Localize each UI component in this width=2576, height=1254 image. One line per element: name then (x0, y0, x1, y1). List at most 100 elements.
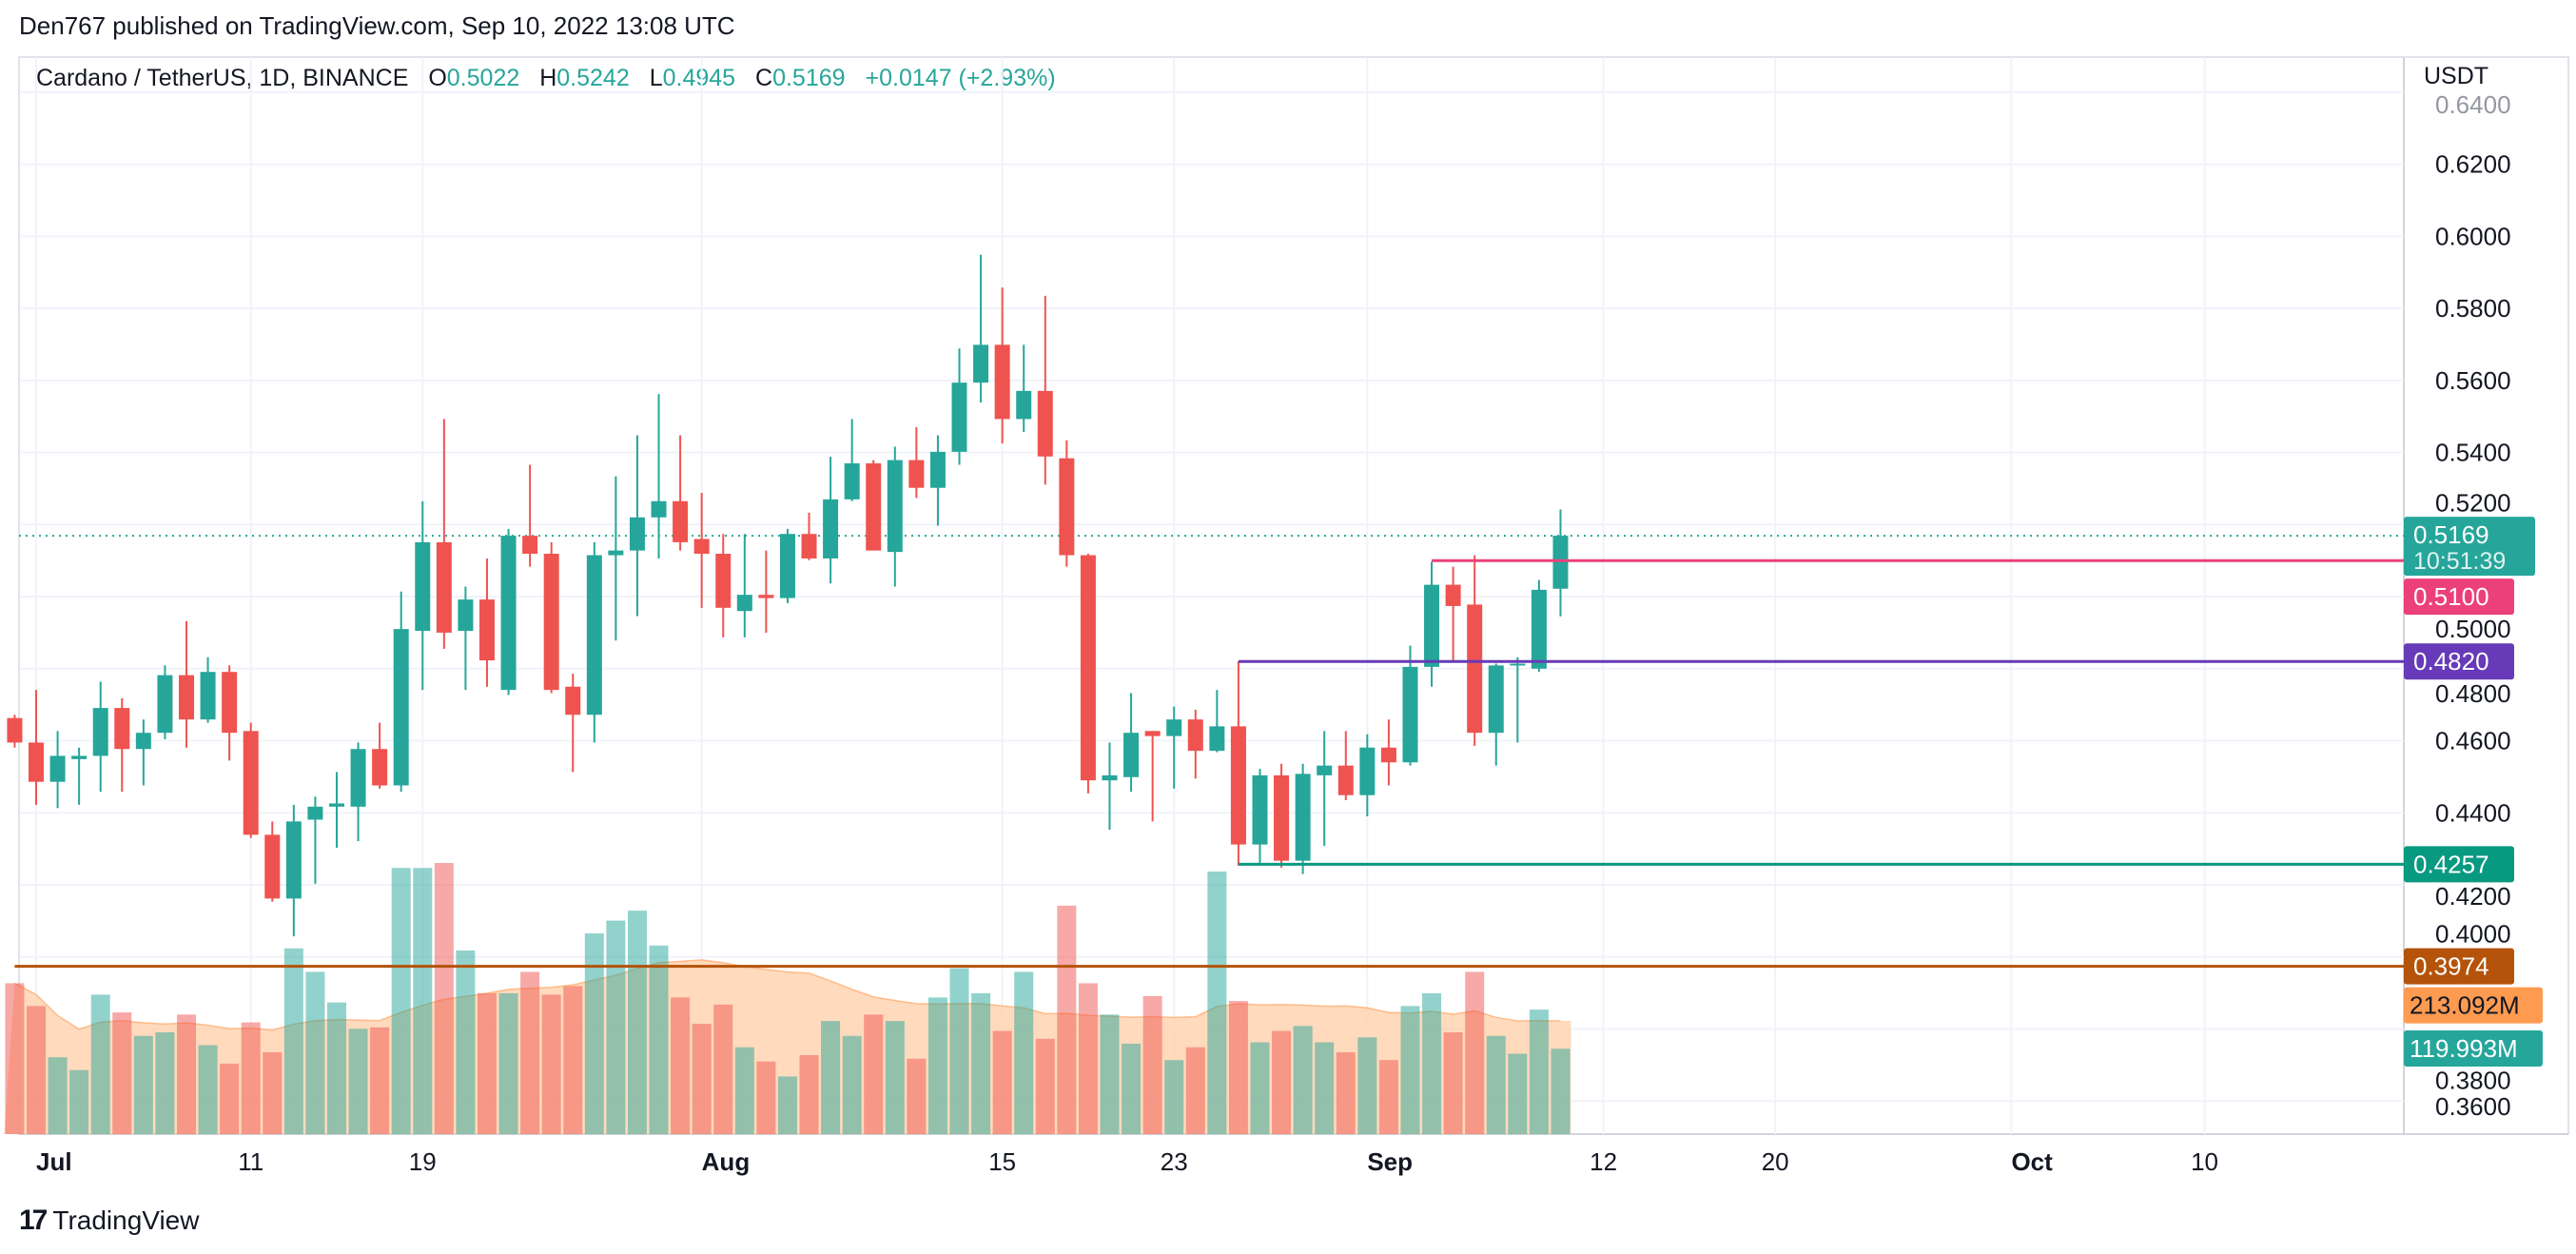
volume-bar (69, 1069, 89, 1134)
volume-bar (348, 1029, 368, 1134)
volume-bar (907, 1058, 927, 1134)
candle-body (1037, 390, 1053, 457)
volume-bar (799, 1054, 819, 1134)
y-tick-label: 0.5400 (2435, 439, 2511, 467)
volume-bar (1078, 983, 1098, 1134)
y-tick-label: 0.6200 (2435, 150, 2511, 179)
volume-bar (198, 1045, 218, 1134)
y-tick-label: 0.5000 (2435, 615, 2511, 643)
candle-body (1467, 604, 1483, 734)
candle-body (157, 675, 173, 734)
y-tick-label: 0.5800 (2435, 294, 2511, 323)
close-label: C (755, 65, 773, 91)
last-price-label-box (2404, 517, 2535, 577)
candle-body (887, 460, 903, 553)
candle-body (135, 733, 151, 750)
volume-bar (1164, 1060, 1184, 1134)
volume-bar (391, 868, 411, 1134)
candle-body (1531, 589, 1547, 669)
open-value: 0.5022 (446, 65, 520, 91)
price-label: 0.4257 (2413, 850, 2489, 878)
change-value: +0.0147 (+2.93%) (865, 65, 1056, 91)
x-tick-label: 23 (1161, 1147, 1188, 1176)
volume-bar (283, 948, 303, 1134)
candle-body (1552, 536, 1569, 589)
volume-bar (671, 997, 691, 1134)
candle-body (929, 451, 946, 488)
volume-bar (885, 1021, 905, 1134)
candle-body (7, 717, 23, 743)
volume-bar (1057, 905, 1077, 1134)
candle-body (758, 595, 774, 598)
footer: 17 TradingView (19, 1205, 199, 1237)
x-tick-label: 20 (1762, 1147, 1789, 1176)
y-tick-label: 0.6000 (2435, 222, 2511, 250)
x-tick-label: 12 (1590, 1147, 1617, 1176)
volume-bar (176, 1014, 196, 1134)
y-tick-label: 0.4800 (2435, 679, 2511, 708)
volume-bar (1207, 871, 1227, 1134)
volume-bar (1035, 1038, 1055, 1134)
volume-bar (305, 971, 325, 1134)
volume-bar (627, 911, 647, 1134)
price-label: 0.4820 (2413, 647, 2489, 676)
candle-body (222, 672, 238, 734)
candle-body (1380, 747, 1396, 763)
volume-bar (713, 1004, 733, 1134)
y-tick-label: 0.4000 (2435, 920, 2511, 949)
candle-body (866, 462, 882, 551)
candle-body (1402, 666, 1418, 763)
candle-body (1144, 731, 1161, 736)
candle-body (522, 536, 538, 555)
volume-last-label: 119.993M (2410, 1034, 2518, 1063)
price-label-box (2404, 578, 2514, 616)
x-tick-label: 11 (238, 1147, 263, 1176)
y-tick-label: 0.4200 (2435, 882, 2511, 911)
candle-body (307, 806, 323, 820)
volume-bar (864, 1014, 884, 1134)
candle-body (1274, 774, 1290, 861)
candle-body (264, 834, 281, 899)
volume-bar (1400, 1006, 1420, 1134)
volume-bar (1250, 1042, 1270, 1134)
y-tick-label: 0.6400 (2435, 90, 2511, 119)
price-label: 0.5100 (2413, 582, 2489, 611)
candle-body (973, 344, 989, 383)
volume-bar (1357, 1037, 1377, 1134)
candle-body (844, 462, 860, 500)
candle-body (1295, 774, 1311, 861)
candle-body (1123, 733, 1140, 777)
volume-bar (263, 1051, 283, 1134)
volume-bar (563, 986, 583, 1134)
y-tick-label: 0.4400 (2435, 798, 2511, 827)
volume-ma-label: 213.092M (2410, 991, 2520, 1020)
candle-body (114, 708, 130, 750)
price-label-box (2404, 948, 2514, 985)
candle-body (1359, 747, 1376, 795)
candle-body (1016, 390, 1032, 420)
candle-body (200, 672, 216, 720)
volume-bar (777, 1076, 797, 1134)
volume-bar (649, 945, 669, 1134)
candle-body (629, 517, 645, 551)
volume-bar (1378, 1060, 1398, 1134)
candle-body (436, 541, 452, 633)
candle-body (543, 554, 559, 691)
volume-bar (48, 1057, 68, 1134)
x-tick-label: Aug (702, 1147, 751, 1176)
candle-body (393, 629, 409, 786)
candle-body (478, 599, 495, 661)
open-label: O (428, 65, 447, 91)
y-tick-label: 0.5200 (2435, 488, 2511, 517)
volume-bar (90, 994, 110, 1134)
volume-bar (498, 992, 518, 1134)
x-tick-label: Oct (2011, 1147, 2053, 1176)
candle-body (1230, 726, 1246, 845)
candle-body (736, 595, 752, 612)
volume-bar (1142, 995, 1162, 1134)
candle-body (608, 550, 624, 556)
candle-body (1059, 458, 1075, 556)
candle-body (1166, 719, 1182, 736)
volume-ma-label-box (2404, 987, 2543, 1024)
